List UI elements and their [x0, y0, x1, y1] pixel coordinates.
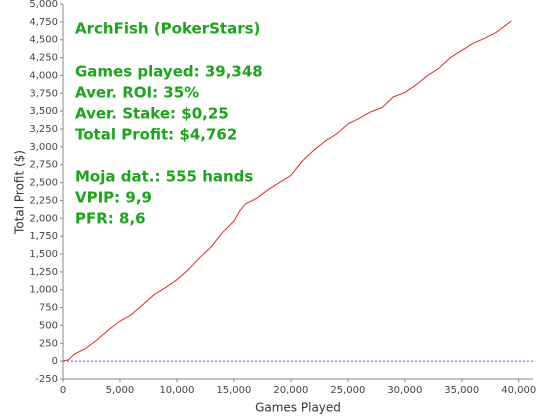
y-tick-label: 4,250: [29, 53, 58, 64]
y-tick-label: 750: [39, 303, 58, 314]
annotation: Total Profit: $4,762: [75, 126, 237, 144]
y-tick-label: 500: [39, 320, 58, 331]
annotation: Aver. Stake: $0,25: [75, 105, 229, 123]
annotation: VPIP: 9,9: [75, 189, 152, 207]
y-tick-label: 2,500: [29, 178, 58, 189]
y-tick-label: 3,250: [29, 124, 58, 135]
x-tick-label: 25,000: [330, 385, 365, 396]
x-tick-label: 15,000: [216, 385, 251, 396]
annotation: PFR: 8,6: [75, 210, 146, 228]
y-tick-label: -250: [35, 374, 58, 385]
annotation: ArchFish (PokerStars): [75, 20, 260, 38]
annotation: Aver. ROI: 35%: [75, 84, 199, 102]
x-tick-label: 30,000: [387, 385, 422, 396]
y-tick-label: 2,750: [29, 160, 58, 171]
annotation: Moja dat.: 555 hands: [75, 168, 253, 186]
annotation: Games played: 39,348: [75, 63, 263, 81]
y-tick-label: 1,500: [29, 249, 58, 260]
y-tick-label: 5,000: [29, 0, 58, 10]
y-tick-label: 1,250: [29, 267, 58, 278]
x-axis-label: Games Played: [255, 401, 341, 415]
y-axis-label: Total Profit ($): [13, 150, 27, 235]
x-tick-label: 5,000: [106, 385, 135, 396]
line: [62, 20, 512, 362]
x-tick-label: 20,000: [273, 385, 308, 396]
x-tick-label: 40,000: [501, 385, 536, 396]
y-tick-label: 3,750: [29, 88, 58, 99]
x-tick-label: 0: [60, 385, 66, 396]
y-tick-label: 250: [39, 338, 58, 349]
y-tick-label: 4,000: [29, 70, 58, 81]
y-tick-label: 3,500: [29, 106, 58, 117]
y-tick-label: 4,750: [29, 17, 58, 28]
y-tick-label: 3,000: [29, 142, 58, 153]
y-tick-label: 2,250: [29, 195, 58, 206]
y-tick-label: 4,500: [29, 35, 58, 46]
y-tick-label: 1,000: [29, 285, 58, 296]
y-tick-label: 1,750: [29, 231, 58, 242]
y-tick-label: 2,000: [29, 213, 58, 224]
y-tick-label: 0: [52, 356, 58, 367]
x-tick-label: 35,000: [444, 385, 479, 396]
x-tick-label: 10,000: [159, 385, 194, 396]
